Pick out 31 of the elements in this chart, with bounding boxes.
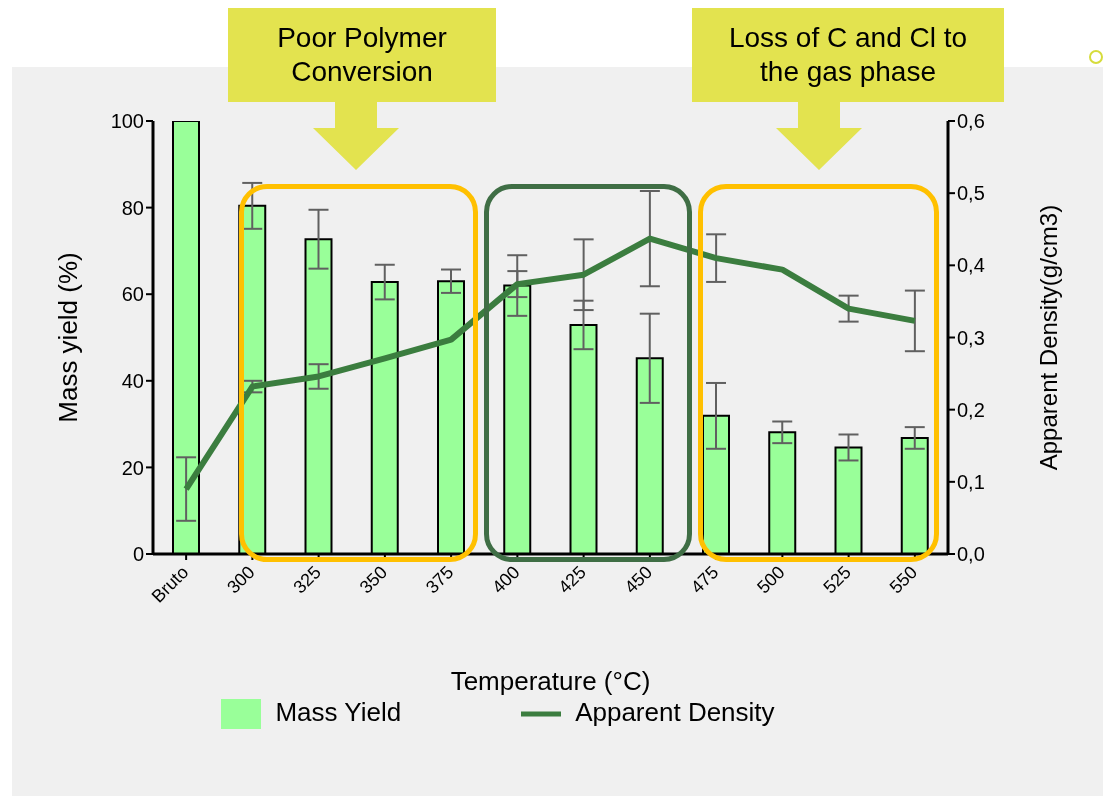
y2-axis-title: Apparent Density(g/cm3) — [1034, 204, 1062, 471]
y-tick-label: 100 — [110, 110, 144, 133]
x-tick-label: 500 — [753, 562, 789, 598]
y2-tick-label: 0,1 — [957, 470, 985, 493]
y2-tick-label: 0,2 — [957, 398, 985, 421]
y2-tick-label: 0,6 — [957, 110, 985, 133]
y2-tick-label: 0,0 — [957, 543, 985, 566]
text: Loss of C and Cl to the gas phase — [692, 8, 1004, 102]
x-tick-label: 425 — [554, 562, 590, 598]
x-tick-label: 350 — [355, 562, 392, 598]
y-tick-label: 80 — [121, 196, 144, 219]
y2-tick-label: 0,5 — [957, 182, 985, 205]
x-tick-label: 525 — [819, 562, 855, 598]
legend-label: Apparent Density — [575, 696, 775, 727]
y-tick-label: 0 — [132, 543, 144, 566]
x-tick-label: 325 — [289, 562, 325, 598]
x-tick-label: 475 — [686, 562, 723, 598]
y-tick-label: 60 — [121, 283, 144, 306]
y2-tick-label: 0,3 — [957, 326, 985, 349]
x-axis-title: Temperature (°C) — [450, 666, 651, 696]
x-tick-label: 375 — [421, 562, 458, 598]
y-axis-title: Mass yield (%) — [53, 252, 84, 423]
x-tick-label: 450 — [620, 562, 657, 598]
x-tick-label: 550 — [885, 562, 922, 598]
x-tick-label: 300 — [223, 562, 259, 598]
text: Poor Polymer Conversion — [228, 8, 496, 102]
y-tick-label: 40 — [121, 369, 144, 392]
x-tick-label: 400 — [488, 562, 524, 598]
y-tick-label: 20 — [121, 456, 144, 479]
legend-label: Mass Yield — [275, 696, 402, 727]
y2-tick-label: 0,4 — [957, 254, 985, 277]
